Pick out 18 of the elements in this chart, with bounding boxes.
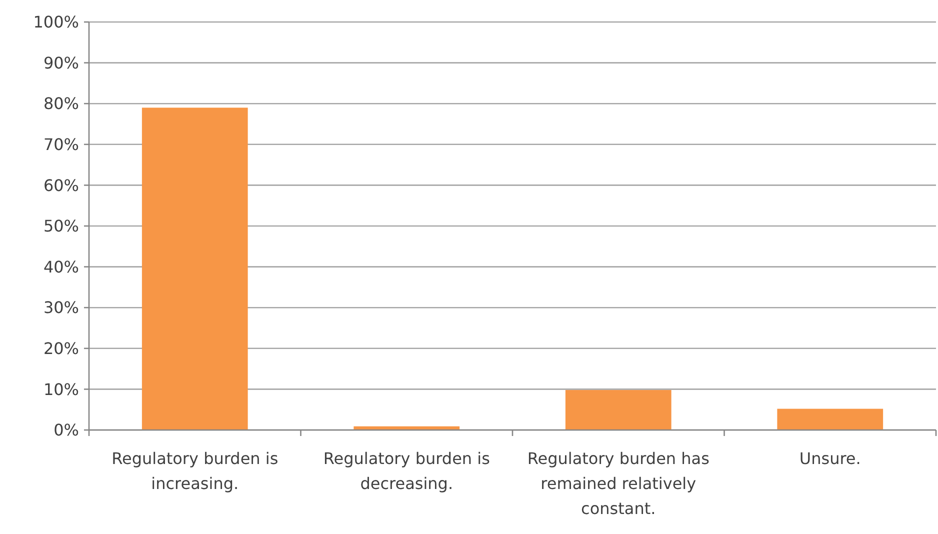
bar	[565, 390, 672, 430]
x-tick-label: Unsure.	[799, 449, 861, 468]
x-tick-label: Regulatory burden is increasing.	[112, 449, 278, 493]
bar	[142, 108, 248, 430]
bar	[777, 408, 884, 430]
y-tick-label: 60%	[43, 176, 79, 195]
x-tick-label: Regulatory burden has remained relatively constant.	[527, 449, 710, 518]
y-tick-label: 70%	[43, 135, 79, 154]
y-tick-label: 20%	[43, 339, 79, 358]
y-tick-label: 80%	[43, 94, 79, 114]
y-tick-label: 100%	[33, 12, 79, 32]
y-tick-label: 90%	[43, 53, 79, 72]
y-tick-label: 40%	[43, 257, 79, 276]
y-tick-label: 30%	[43, 298, 79, 318]
y-tick-label: 10%	[43, 380, 79, 399]
x-tick-label: Regulatory burden is decreasing.	[323, 449, 490, 493]
y-tick-label: 0%	[54, 420, 79, 440]
y-tick-label: 50%	[43, 216, 79, 236]
